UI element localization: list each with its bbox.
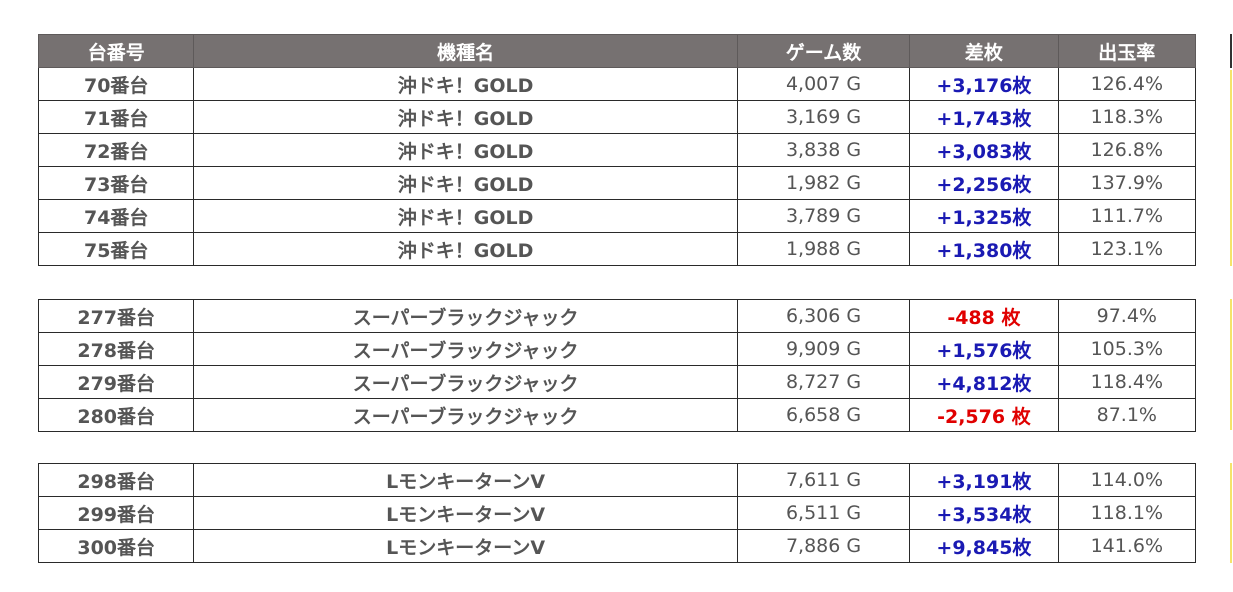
header-game-count: ゲーム数 bbox=[736, 34, 911, 68]
machine-number: 70番台 bbox=[37, 67, 195, 101]
machine-name: LモンキーターンV bbox=[193, 463, 738, 497]
payout-rate: 97.4% bbox=[1057, 299, 1197, 333]
table-row: 75番台 沖ドキ！GOLD 1,988 G +1,380枚 123.1% bbox=[37, 232, 1197, 266]
game-count: 6,306 G bbox=[736, 299, 911, 333]
payout-rate: 118.1% bbox=[1057, 496, 1197, 530]
payout-rate: 105.3% bbox=[1057, 332, 1197, 366]
machine-name: 沖ドキ！GOLD bbox=[193, 133, 738, 167]
machine-name: スーパーブラックジャック bbox=[193, 365, 738, 399]
machine-number: 75番台 bbox=[37, 232, 195, 266]
machine-number: 298番台 bbox=[37, 463, 195, 497]
header-machine-number: 台番号 bbox=[37, 34, 195, 68]
medal-difference: -2,576 枚 bbox=[909, 398, 1059, 432]
game-count: 4,007 G bbox=[736, 67, 911, 101]
medal-difference: +3,083枚 bbox=[909, 133, 1059, 167]
machine-name: 沖ドキ！GOLD bbox=[193, 232, 738, 266]
table-row: 279番台 スーパーブラックジャック 8,727 G +4,812枚 118.4… bbox=[37, 365, 1197, 399]
medal-difference: +1,743枚 bbox=[909, 100, 1059, 134]
machine-number: 74番台 bbox=[37, 199, 195, 233]
right-edge-border bbox=[1230, 34, 1232, 68]
machine-name: スーパーブラックジャック bbox=[193, 332, 738, 366]
right-edge-highlight bbox=[1230, 70, 1232, 266]
machine-table-monkey-turn: 298番台 LモンキーターンV 7,611 G +3,191枚 114.0% 2… bbox=[37, 463, 1197, 563]
payout-rate: 118.3% bbox=[1057, 100, 1197, 134]
table-row: 73番台 沖ドキ！GOLD 1,982 G +2,256枚 137.9% bbox=[37, 166, 1197, 200]
game-count: 8,727 G bbox=[736, 365, 911, 399]
medal-difference: -488 枚 bbox=[909, 299, 1059, 333]
machine-name: 沖ドキ！GOLD bbox=[193, 100, 738, 134]
header-medal-difference: 差枚 bbox=[909, 34, 1059, 68]
payout-rate: 141.6% bbox=[1057, 529, 1197, 563]
payout-rate: 118.4% bbox=[1057, 365, 1197, 399]
machine-name: 沖ドキ！GOLD bbox=[193, 67, 738, 101]
table-row: 278番台 スーパーブラックジャック 9,909 G +1,576枚 105.3… bbox=[37, 332, 1197, 366]
machine-number: 280番台 bbox=[37, 398, 195, 432]
machine-number: 73番台 bbox=[37, 166, 195, 200]
header-payout-rate: 出玉率 bbox=[1057, 34, 1197, 68]
payout-rate: 126.8% bbox=[1057, 133, 1197, 167]
payout-rate: 123.1% bbox=[1057, 232, 1197, 266]
table-row: 74番台 沖ドキ！GOLD 3,789 G +1,325枚 111.7% bbox=[37, 199, 1197, 233]
table-header-row: 台番号 機種名 ゲーム数 差枚 出玉率 bbox=[37, 34, 1197, 68]
machine-number: 278番台 bbox=[37, 332, 195, 366]
right-edge-highlight bbox=[1230, 299, 1232, 430]
table-row: 72番台 沖ドキ！GOLD 3,838 G +3,083枚 126.8% bbox=[37, 133, 1197, 167]
payout-rate: 114.0% bbox=[1057, 463, 1197, 497]
header-machine-name: 機種名 bbox=[193, 34, 738, 68]
medal-difference: +3,176枚 bbox=[909, 67, 1059, 101]
table-row: 71番台 沖ドキ！GOLD 3,169 G +1,743枚 118.3% bbox=[37, 100, 1197, 134]
machine-name: スーパーブラックジャック bbox=[193, 299, 738, 333]
right-edge-highlight bbox=[1230, 463, 1232, 563]
medal-difference: +1,325枚 bbox=[909, 199, 1059, 233]
payout-rate: 111.7% bbox=[1057, 199, 1197, 233]
medal-difference: +4,812枚 bbox=[909, 365, 1059, 399]
game-count: 1,988 G bbox=[736, 232, 911, 266]
medal-difference: +1,576枚 bbox=[909, 332, 1059, 366]
machine-name: スーパーブラックジャック bbox=[193, 398, 738, 432]
game-count: 7,886 G bbox=[736, 529, 911, 563]
payout-rate: 126.4% bbox=[1057, 67, 1197, 101]
table-row: 300番台 LモンキーターンV 7,886 G +9,845枚 141.6% bbox=[37, 529, 1197, 563]
machine-number: 72番台 bbox=[37, 133, 195, 167]
table-row: 280番台 スーパーブラックジャック 6,658 G -2,576 枚 87.1… bbox=[37, 398, 1197, 432]
machine-name: 沖ドキ！GOLD bbox=[193, 199, 738, 233]
table-row: 70番台 沖ドキ！GOLD 4,007 G +3,176枚 126.4% bbox=[37, 67, 1197, 101]
machine-name: LモンキーターンV bbox=[193, 496, 738, 530]
game-count: 3,789 G bbox=[736, 199, 911, 233]
table-row: 277番台 スーパーブラックジャック 6,306 G -488 枚 97.4% bbox=[37, 299, 1197, 333]
machine-number: 277番台 bbox=[37, 299, 195, 333]
game-count: 1,982 G bbox=[736, 166, 911, 200]
game-count: 7,611 G bbox=[736, 463, 911, 497]
medal-difference: +3,191枚 bbox=[909, 463, 1059, 497]
machine-table-super-blackjack: 277番台 スーパーブラックジャック 6,306 G -488 枚 97.4% … bbox=[37, 299, 1197, 432]
machine-number: 299番台 bbox=[37, 496, 195, 530]
medal-difference: +3,534枚 bbox=[909, 496, 1059, 530]
game-count: 6,511 G bbox=[736, 496, 911, 530]
medal-difference: +2,256枚 bbox=[909, 166, 1059, 200]
medal-difference: +1,380枚 bbox=[909, 232, 1059, 266]
machine-number: 279番台 bbox=[37, 365, 195, 399]
payout-rate: 87.1% bbox=[1057, 398, 1197, 432]
table-row: 298番台 LモンキーターンV 7,611 G +3,191枚 114.0% bbox=[37, 463, 1197, 497]
table-row: 299番台 LモンキーターンV 6,511 G +3,534枚 118.1% bbox=[37, 496, 1197, 530]
game-count: 3,169 G bbox=[736, 100, 911, 134]
machine-name: 沖ドキ！GOLD bbox=[193, 166, 738, 200]
machine-table-okidoki-gold: 台番号 機種名 ゲーム数 差枚 出玉率 70番台 沖ドキ！GOLD 4,007 … bbox=[37, 34, 1197, 266]
machine-name: LモンキーターンV bbox=[193, 529, 738, 563]
game-count: 9,909 G bbox=[736, 332, 911, 366]
machine-number: 300番台 bbox=[37, 529, 195, 563]
machine-number: 71番台 bbox=[37, 100, 195, 134]
game-count: 6,658 G bbox=[736, 398, 911, 432]
payout-rate: 137.9% bbox=[1057, 166, 1197, 200]
game-count: 3,838 G bbox=[736, 133, 911, 167]
medal-difference: +9,845枚 bbox=[909, 529, 1059, 563]
